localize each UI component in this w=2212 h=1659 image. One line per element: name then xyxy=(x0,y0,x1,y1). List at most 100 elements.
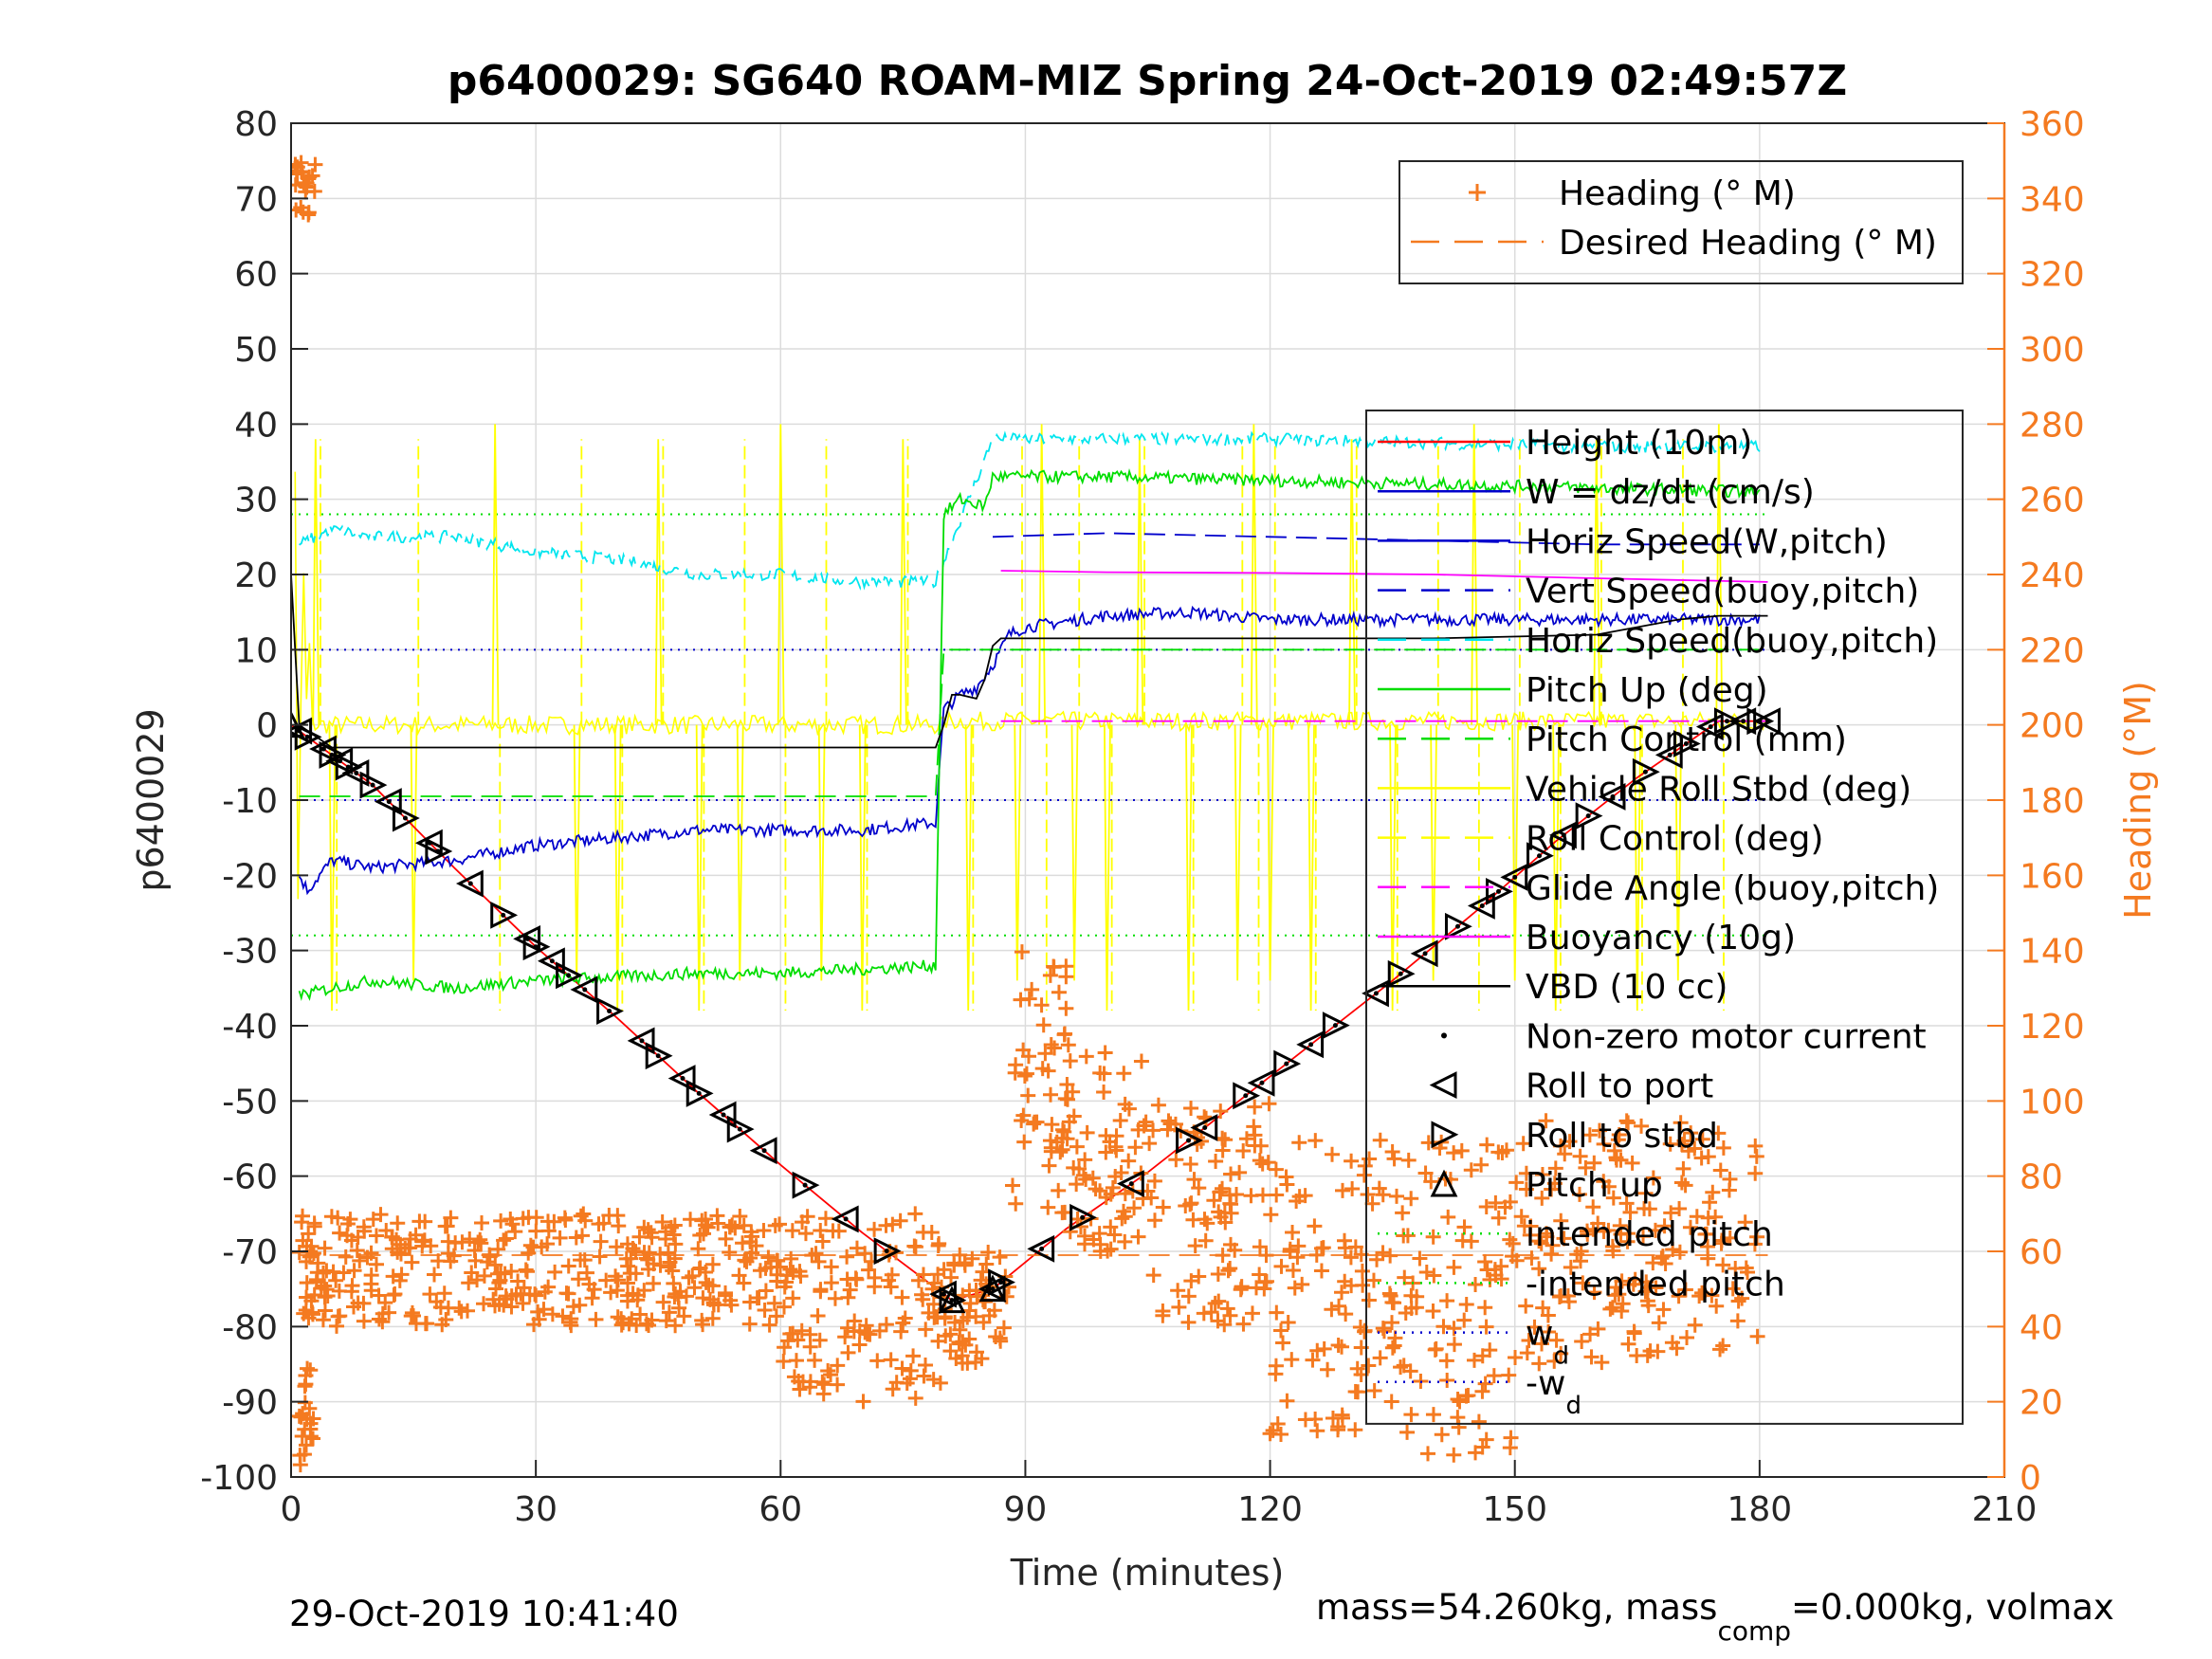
heading-point xyxy=(1534,1190,1550,1206)
legend-label: -intended pitch xyxy=(1526,1265,1785,1304)
heading-point xyxy=(1622,1204,1638,1220)
marker-roll-right xyxy=(1444,912,1472,940)
heading-point xyxy=(1583,1349,1600,1365)
heading-point xyxy=(504,1216,521,1232)
heading-point xyxy=(1604,1300,1620,1316)
heading-point xyxy=(1145,1267,1161,1284)
heading-point xyxy=(1069,1139,1085,1155)
heading-point xyxy=(1282,1241,1298,1257)
heading-point xyxy=(736,1275,752,1291)
heading-point xyxy=(925,1296,941,1312)
heading-point xyxy=(1453,1142,1470,1158)
heading-point xyxy=(1285,1263,1301,1279)
heading-point xyxy=(301,1310,317,1326)
heading-point xyxy=(1103,1241,1119,1257)
heading-point xyxy=(1534,1336,1550,1352)
heading-point xyxy=(992,1330,1008,1346)
heading-point xyxy=(349,1243,365,1259)
heading-point xyxy=(861,1262,877,1278)
heading-point xyxy=(1324,1302,1340,1318)
heading-point xyxy=(1642,1343,1658,1359)
heading-point xyxy=(1015,1042,1032,1058)
motor-current-dot xyxy=(402,815,408,821)
heading-point xyxy=(1586,1155,1602,1171)
heading-point xyxy=(813,1223,829,1239)
y2-tick-label: 20 xyxy=(2020,1384,2063,1423)
heading-point xyxy=(1143,1190,1160,1206)
y-tick-label: 60 xyxy=(234,256,278,295)
heading-point xyxy=(700,1219,716,1235)
heading-point xyxy=(1645,1170,1661,1186)
heading-point xyxy=(368,1228,384,1244)
roll-spike xyxy=(1307,724,1315,1012)
heading-point xyxy=(619,1275,635,1291)
heading-point xyxy=(1103,1186,1119,1202)
roll-spike xyxy=(736,724,744,981)
motor-current-dot xyxy=(566,973,572,978)
footer-mass: mass=54.260kg, masscomp=0.000kg, volmax xyxy=(1316,1587,2114,1647)
legend-label: W = dz/dt (cm/s) xyxy=(1526,473,1815,512)
heading-point xyxy=(300,1360,316,1376)
heading-point xyxy=(1206,1193,1222,1209)
heading-point xyxy=(1210,1313,1226,1329)
series-horiz-speed-buoy-pitch- xyxy=(299,430,1761,591)
heading-point xyxy=(476,1296,492,1312)
heading-point xyxy=(1252,1153,1268,1169)
heading-point xyxy=(630,1287,646,1304)
roll-spike xyxy=(1103,724,1111,1012)
heading-point xyxy=(1223,1236,1238,1252)
legend-label: Roll to port xyxy=(1526,1067,1713,1106)
heading-point xyxy=(811,1253,827,1269)
heading-point xyxy=(503,1299,520,1315)
heading-point xyxy=(943,1269,960,1285)
heading-point xyxy=(667,1318,684,1334)
heading-point xyxy=(319,1263,335,1279)
heading-point xyxy=(1273,1258,1289,1274)
heading-point xyxy=(794,1322,810,1339)
heading-point xyxy=(1121,1153,1137,1169)
x-tick-label: 180 xyxy=(1727,1490,1792,1529)
heading-point xyxy=(1675,1160,1691,1176)
heading-point xyxy=(1354,1263,1370,1279)
heading-point xyxy=(1170,1283,1186,1299)
heading-point xyxy=(1059,1091,1075,1107)
roll-spike xyxy=(654,439,663,725)
heading-point xyxy=(1574,1334,1590,1349)
y-tick-label: -100 xyxy=(200,1459,278,1498)
heading-point xyxy=(1043,1086,1059,1103)
heading-point xyxy=(1076,1236,1092,1252)
heading-point xyxy=(1609,1152,1625,1168)
heading-point xyxy=(778,1274,795,1290)
heading-point xyxy=(1168,1152,1184,1168)
legend-label: Height (10m) xyxy=(1526,424,1752,463)
heading-point xyxy=(1258,1273,1274,1289)
heading-point xyxy=(1191,1180,1207,1196)
heading-point xyxy=(1526,1319,1543,1335)
heading-point xyxy=(797,1226,814,1242)
heading-point xyxy=(560,1285,576,1302)
heading-point xyxy=(777,1299,793,1315)
y2-tick-label: 260 xyxy=(2020,482,2085,520)
heading-point xyxy=(1694,1285,1710,1301)
heading-point xyxy=(660,1245,676,1261)
marker-roll-right xyxy=(1322,1012,1350,1040)
heading-point xyxy=(515,1295,531,1311)
roll-spike xyxy=(1389,724,1397,1012)
heading-point xyxy=(867,1221,883,1237)
motor-current-dot xyxy=(1128,1181,1134,1187)
heading-point xyxy=(1008,1057,1024,1073)
heading-point xyxy=(1403,1287,1419,1304)
heading-point xyxy=(306,1215,322,1231)
heading-point xyxy=(309,1271,325,1287)
heading-point xyxy=(837,1329,853,1345)
heading-point xyxy=(1503,1430,1519,1446)
heading-point xyxy=(298,1437,314,1453)
heading-point xyxy=(1697,1226,1713,1242)
heading-point xyxy=(1262,1426,1278,1442)
motor-current-dot xyxy=(1683,741,1689,746)
heading-point xyxy=(640,1222,656,1238)
heading-point xyxy=(709,1208,725,1224)
heading-point xyxy=(1548,1332,1564,1348)
heading-point xyxy=(1544,1181,1560,1197)
heading-point xyxy=(1508,1252,1525,1268)
